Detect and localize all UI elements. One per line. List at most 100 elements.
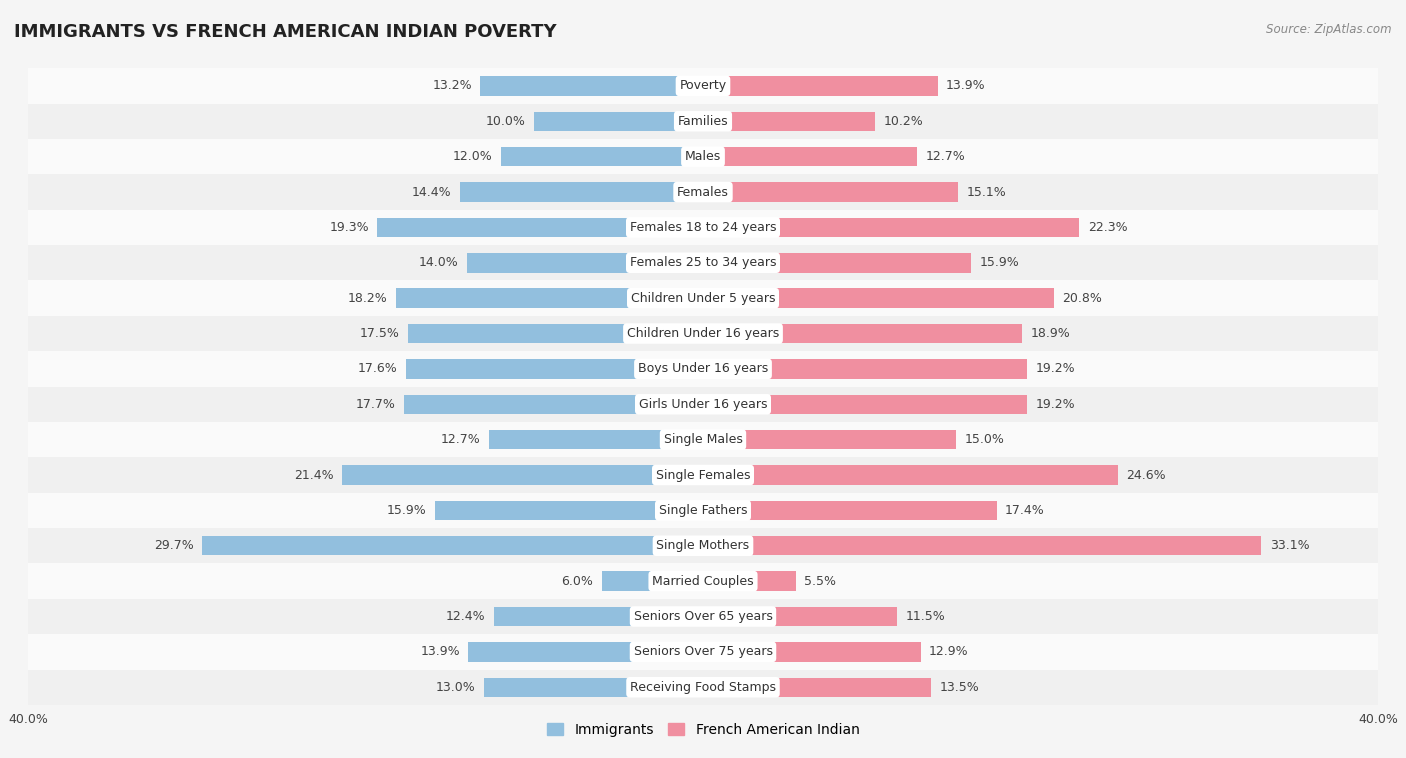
Bar [703,288,1054,308]
Bar [406,359,703,379]
Text: Source: ZipAtlas.com: Source: ZipAtlas.com [1267,23,1392,36]
Bar [534,111,703,131]
Bar [28,457,1378,493]
Bar [28,422,1378,457]
Text: 21.4%: 21.4% [294,468,333,481]
Text: Poverty: Poverty [679,80,727,92]
Text: 33.1%: 33.1% [1270,539,1309,553]
Bar [28,210,1378,245]
Text: Females 25 to 34 years: Females 25 to 34 years [630,256,776,269]
Text: 15.9%: 15.9% [980,256,1019,269]
Bar [405,394,703,414]
Bar [434,501,703,520]
Text: Single Fathers: Single Fathers [659,504,747,517]
Bar [703,77,938,96]
Text: Single Mothers: Single Mothers [657,539,749,553]
Text: 22.3%: 22.3% [1088,221,1128,234]
Bar [467,253,703,273]
Text: 20.8%: 20.8% [1063,292,1102,305]
Bar [468,642,703,662]
Bar [602,572,703,591]
Bar [28,174,1378,210]
Text: 17.5%: 17.5% [360,327,399,340]
Text: Females 18 to 24 years: Females 18 to 24 years [630,221,776,234]
Bar [342,465,703,485]
Bar [28,493,1378,528]
Bar [28,139,1378,174]
Text: 17.6%: 17.6% [359,362,398,375]
Text: Girls Under 16 years: Girls Under 16 years [638,398,768,411]
Bar [28,563,1378,599]
Bar [460,183,703,202]
Text: Married Couples: Married Couples [652,575,754,587]
Text: 12.0%: 12.0% [453,150,492,163]
Text: 12.4%: 12.4% [446,610,485,623]
Bar [28,351,1378,387]
Bar [494,607,703,626]
Text: 17.7%: 17.7% [356,398,396,411]
Text: 13.9%: 13.9% [946,80,986,92]
Text: 18.2%: 18.2% [347,292,388,305]
Text: 12.9%: 12.9% [929,645,969,659]
Bar [703,501,997,520]
Legend: Immigrants, French American Indian: Immigrants, French American Indian [541,718,865,743]
Text: 19.2%: 19.2% [1035,398,1076,411]
Bar [703,465,1118,485]
Text: 15.9%: 15.9% [387,504,426,517]
Text: Children Under 5 years: Children Under 5 years [631,292,775,305]
Bar [703,430,956,449]
Text: 12.7%: 12.7% [440,433,481,446]
Text: 17.4%: 17.4% [1005,504,1045,517]
Bar [481,77,703,96]
Text: 18.9%: 18.9% [1031,327,1070,340]
Text: 13.0%: 13.0% [436,681,475,694]
Text: 24.6%: 24.6% [1126,468,1166,481]
Bar [703,111,875,131]
Bar [28,528,1378,563]
Bar [28,104,1378,139]
Bar [28,316,1378,351]
Text: 12.7%: 12.7% [925,150,966,163]
Text: 13.2%: 13.2% [432,80,472,92]
Bar [703,536,1261,556]
Bar [28,245,1378,280]
Text: 6.0%: 6.0% [561,575,593,587]
Text: Boys Under 16 years: Boys Under 16 years [638,362,768,375]
Text: Single Males: Single Males [664,433,742,446]
Bar [703,642,921,662]
Text: 19.3%: 19.3% [329,221,368,234]
Text: Receiving Food Stamps: Receiving Food Stamps [630,681,776,694]
Bar [202,536,703,556]
Bar [703,572,796,591]
Bar [703,253,972,273]
Text: 13.5%: 13.5% [939,681,979,694]
Text: 29.7%: 29.7% [153,539,194,553]
Text: 15.1%: 15.1% [966,186,1005,199]
Bar [28,280,1378,316]
Bar [703,183,957,202]
Bar [28,68,1378,104]
Bar [703,324,1022,343]
Bar [703,147,917,167]
Text: 11.5%: 11.5% [905,610,945,623]
Bar [28,634,1378,669]
Text: 10.2%: 10.2% [883,114,924,128]
Bar [703,678,931,697]
Text: 15.0%: 15.0% [965,433,1004,446]
Text: Seniors Over 65 years: Seniors Over 65 years [634,610,772,623]
Text: Single Females: Single Females [655,468,751,481]
Bar [501,147,703,167]
Bar [28,669,1378,705]
Bar [703,359,1026,379]
Bar [703,394,1026,414]
Bar [28,599,1378,634]
Text: Families: Families [678,114,728,128]
Text: Females: Females [678,186,728,199]
Text: Seniors Over 75 years: Seniors Over 75 years [634,645,772,659]
Bar [377,218,703,237]
Text: 14.0%: 14.0% [419,256,458,269]
Bar [28,387,1378,422]
Bar [703,218,1080,237]
Bar [408,324,703,343]
Text: 14.4%: 14.4% [412,186,451,199]
